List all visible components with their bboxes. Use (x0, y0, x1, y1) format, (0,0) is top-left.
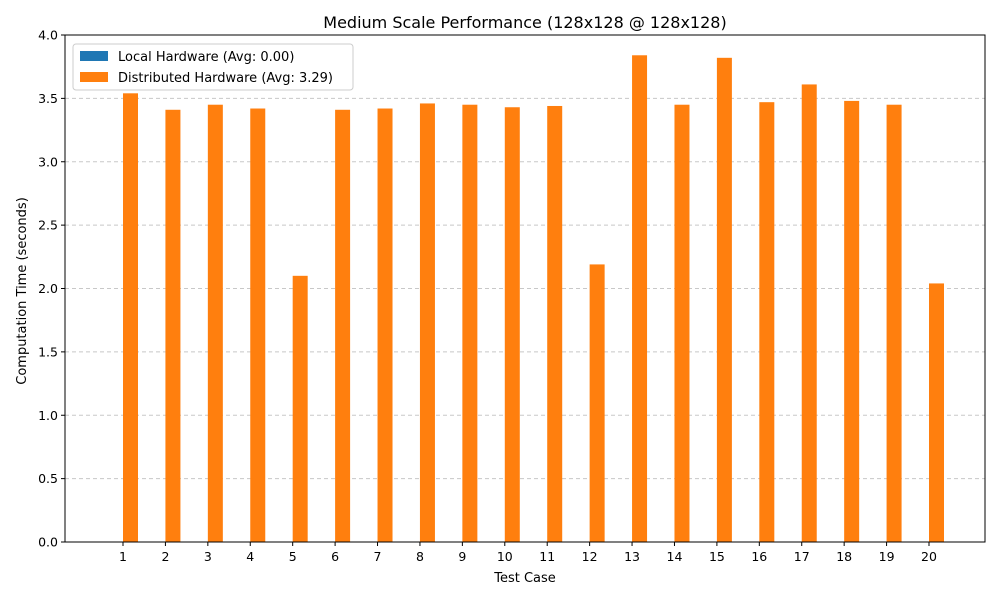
y-tick-label: 0.0 (38, 535, 58, 550)
bar-distributed (547, 105, 563, 542)
x-tick-label: 12 (582, 549, 598, 564)
legend-swatch-local (80, 51, 108, 61)
y-tick-label: 4.0 (38, 28, 58, 43)
y-axis-ticks: 0.0 0.5 1.0 1.5 2.0 2.5 3.0 3.5 4.0 (38, 28, 65, 550)
bar-distributed (886, 104, 902, 543)
bar-distributed (801, 84, 817, 543)
x-tick-label: 7 (374, 549, 382, 564)
x-tick-label: 8 (416, 549, 424, 564)
y-tick-label: 1.0 (38, 408, 58, 423)
bar-distributed (207, 104, 223, 543)
y-tick-label: 2.5 (38, 218, 58, 233)
x-tick-label: 5 (289, 549, 297, 564)
y-tick-label: 3.0 (38, 154, 58, 169)
bar-distributed (250, 108, 266, 542)
y-tick-label: 2.0 (38, 281, 58, 296)
x-tick-label: 4 (246, 549, 254, 564)
x-tick-label: 18 (836, 549, 852, 564)
bars-group (108, 55, 944, 543)
bar-distributed (504, 107, 520, 542)
legend-label-local: Local Hardware (Avg: 0.00) (118, 50, 294, 65)
x-axis-ticks: 1 2 3 4 5 6 7 8 9 10 11 12 13 14 15 16 17 18 19 20 (119, 542, 937, 564)
bar-distributed (335, 109, 351, 542)
x-tick-label: 10 (497, 549, 513, 564)
legend-label-distributed: Distributed Hardware (Avg: 3.29) (118, 71, 333, 86)
bar-distributed (716, 57, 732, 542)
x-tick-label: 1 (119, 549, 127, 564)
chart-title: Medium Scale Performance (128x128 @ 128x… (323, 13, 726, 32)
x-tick-label: 19 (879, 549, 895, 564)
x-tick-label: 3 (204, 549, 212, 564)
bar-distributed (632, 55, 648, 542)
x-tick-label: 6 (331, 549, 339, 564)
legend-swatch-distributed (80, 72, 108, 82)
x-tick-label: 20 (921, 549, 937, 564)
bar-distributed (123, 93, 138, 543)
bar-distributed (674, 104, 690, 543)
legend: Local Hardware (Avg: 0.00) Distributed H… (72, 43, 354, 91)
bar-distributed (292, 275, 308, 542)
legend-frame (72, 43, 354, 91)
bar-distributed (377, 108, 393, 542)
bar-distributed (929, 283, 944, 542)
x-tick-label: 16 (751, 549, 767, 564)
x-tick-label: 2 (161, 549, 169, 564)
x-tick-label: 17 (794, 549, 810, 564)
bar-distributed (759, 102, 775, 543)
bar-distributed (419, 103, 435, 542)
x-tick-label: 11 (539, 549, 555, 564)
x-tick-label: 9 (458, 549, 466, 564)
bar-distributed (844, 100, 860, 542)
y-axis-label: Computation Time (seconds) (15, 197, 30, 385)
x-tick-label: 13 (624, 549, 640, 564)
y-tick-label: 0.5 (38, 471, 58, 486)
bar-distributed (462, 104, 478, 543)
y-tick-label: 3.5 (38, 91, 58, 106)
bar-distributed (589, 264, 605, 542)
x-axis-label: Test Case (493, 571, 556, 586)
x-tick-label: 15 (709, 549, 725, 564)
y-tick-label: 1.5 (38, 344, 58, 359)
x-tick-label: 14 (667, 549, 683, 564)
bar-distributed (165, 109, 181, 542)
